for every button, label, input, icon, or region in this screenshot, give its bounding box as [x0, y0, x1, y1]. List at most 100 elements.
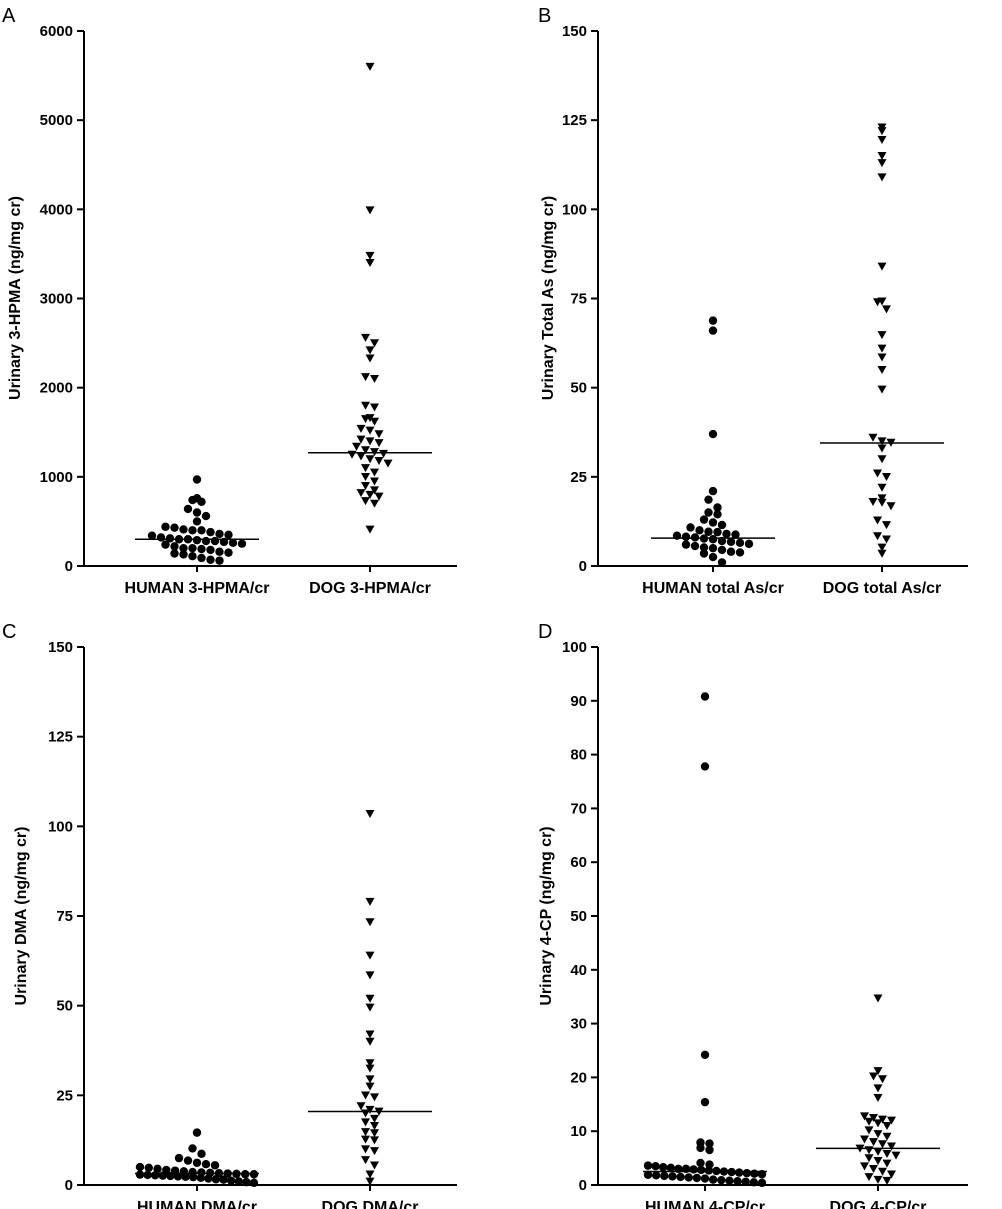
y-tick-label: 6000 — [40, 23, 73, 40]
data-point-triangle — [877, 127, 887, 136]
data-point-triangle — [873, 1175, 883, 1184]
data-point-circle — [700, 762, 710, 771]
data-point-circle — [660, 1171, 669, 1181]
data-point-triangle — [860, 1135, 869, 1144]
data-point-triangle — [873, 298, 882, 307]
y-tick-label: 50 — [570, 908, 587, 925]
data-point-circle — [242, 1177, 251, 1187]
data-point-triangle — [877, 498, 887, 507]
data-point-triangle — [365, 62, 375, 71]
data-point-triangle — [886, 502, 896, 511]
y-tick-label: 30 — [570, 1016, 587, 1033]
data-point-triangle — [873, 1119, 883, 1128]
x-category-label: HUMAN 4-CP/cr — [645, 1199, 765, 1209]
y-tick-label: 0 — [65, 1177, 73, 1194]
data-point-triangle — [365, 490, 375, 499]
data-point-circle — [659, 1163, 668, 1172]
data-point-circle — [726, 547, 736, 556]
data-point-triangle — [365, 809, 375, 818]
data-point-circle — [188, 543, 197, 553]
data-point-circle — [179, 543, 188, 553]
y-tick-label: 3000 — [40, 291, 73, 308]
data-point-triangle — [878, 1140, 887, 1149]
data-point-triangle — [860, 1112, 869, 1121]
data-point-circle — [135, 1162, 145, 1172]
data-point-circle — [201, 536, 211, 546]
data-point-triangle — [877, 444, 887, 453]
y-tick-label: 4000 — [40, 201, 73, 218]
chart-panel-c: C 0 25 50 75 100 125 150 Urinary DMA (ng/mg cr) H… — [2, 621, 457, 1209]
data-point-triangle — [356, 489, 366, 498]
y-tick-label: 0 — [579, 1177, 587, 1194]
data-point-circle — [211, 1175, 221, 1184]
y-tick-label: 75 — [56, 908, 73, 925]
data-point-circle — [188, 526, 197, 535]
data-point-circle — [749, 1178, 759, 1187]
data-point-circle — [726, 537, 736, 546]
data-point-circle — [666, 1163, 675, 1172]
data-point-circle — [708, 1175, 718, 1184]
data-point-circle — [708, 486, 718, 496]
data-point-triangle — [878, 1115, 887, 1124]
data-point-circle — [197, 1149, 206, 1158]
data-point-triangle — [877, 331, 887, 340]
y-tick-label: 40 — [570, 962, 587, 979]
data-point-circle — [179, 550, 188, 559]
x-category-label: HUMAN 3-HPMA/cr — [125, 580, 270, 597]
data-point-triangle — [365, 918, 375, 927]
data-point-triangle — [356, 424, 366, 433]
data-point-circle — [197, 497, 206, 506]
data-point-circle — [699, 543, 709, 552]
data-point-triangle — [370, 1161, 379, 1170]
y-tick-label: 5000 — [40, 112, 73, 129]
data-point-triangle — [370, 339, 379, 348]
series-dog — [816, 994, 940, 1185]
data-point-circle — [744, 539, 754, 549]
data-point-circle — [684, 1173, 693, 1182]
data-point-circle — [700, 1097, 710, 1107]
series-human — [135, 1128, 259, 1188]
data-point-triangle — [877, 135, 887, 144]
data-point-circle — [181, 1172, 190, 1181]
data-point-circle — [210, 536, 220, 546]
data-point-triangle — [370, 403, 379, 412]
y-tick-label: 25 — [570, 469, 587, 486]
data-point-triangle — [864, 1117, 874, 1126]
y-tick-label: 60 — [570, 854, 587, 871]
data-point-circle — [179, 525, 188, 534]
data-point-circle — [700, 1050, 710, 1060]
data-point-circle — [188, 1144, 197, 1153]
data-point-circle — [215, 529, 224, 539]
data-point-circle — [183, 1156, 193, 1165]
data-point-triangle — [383, 459, 393, 468]
data-point-circle — [219, 1175, 228, 1184]
data-point-circle — [151, 1171, 160, 1180]
y-axis-title: Urinary Total As (ng/mg cr) — [540, 196, 557, 400]
y-tick-label: 125 — [562, 112, 587, 129]
data-point-circle — [161, 522, 170, 531]
data-point-circle — [696, 1143, 705, 1153]
data-point-triangle — [352, 442, 361, 451]
data-point-triangle — [370, 499, 379, 508]
data-point-triangle — [869, 1165, 878, 1174]
data-point-triangle — [365, 1003, 375, 1012]
series-dog — [308, 62, 432, 534]
data-point-circle — [188, 551, 197, 561]
data-point-triangle — [868, 498, 878, 506]
data-point-triangle — [370, 468, 379, 477]
y-tick-label: 75 — [570, 291, 587, 308]
data-point-circle — [757, 1178, 767, 1188]
data-point-circle — [215, 556, 224, 565]
data-point-circle — [708, 326, 718, 335]
data-point-triangle — [365, 1030, 375, 1039]
data-point-triangle — [873, 532, 882, 541]
data-point-circle — [717, 520, 727, 530]
data-point-circle — [725, 1176, 734, 1185]
data-point-circle — [165, 534, 175, 543]
x-category-label: DOG 4-CP/cr — [830, 1199, 927, 1209]
data-point-triangle — [370, 1114, 379, 1123]
y-axis-title: Urinary 4-CP (ng/mg cr) — [538, 826, 555, 1005]
data-point-triangle — [365, 206, 375, 215]
chart-panel-b: B 0 25 50 75 100 125 150 Urinary Total As (ng/mg… — [538, 5, 968, 597]
chart-panel-d: D 0 10 20 30 40 50 60 70 80 90 100 Urinary 4-CP (ng/… — [538, 621, 968, 1209]
